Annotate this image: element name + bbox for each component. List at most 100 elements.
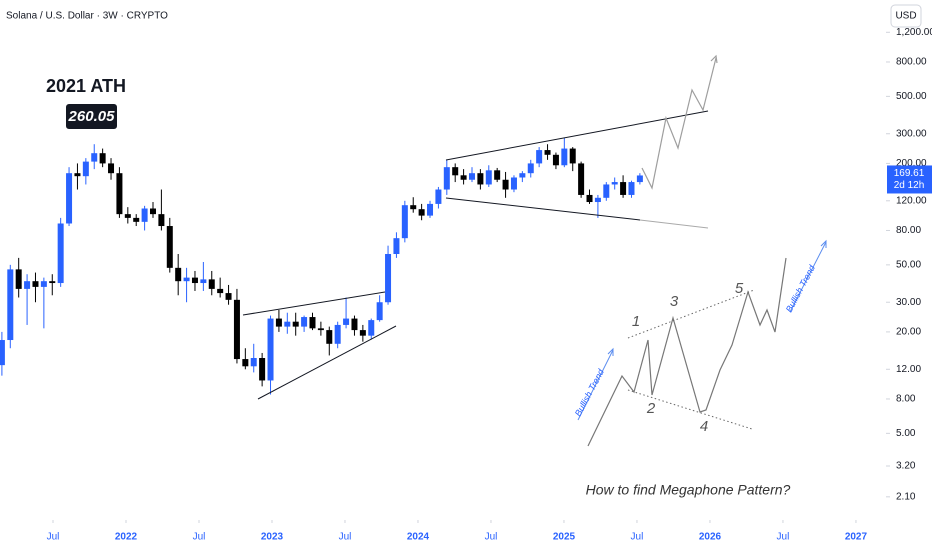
wave-upper (627, 289, 755, 339)
y-tick-label: 50.00 (896, 259, 921, 270)
candle-body (376, 302, 383, 321)
candle-body (578, 163, 585, 195)
ath-value: 260.05 (68, 108, 116, 125)
triangle-lower (257, 325, 397, 400)
candle-body (141, 208, 148, 222)
candle-body (208, 279, 215, 289)
candle-body (82, 161, 89, 177)
currency: USD (895, 11, 916, 22)
y-tick-label: 800.00 (896, 57, 927, 68)
candle-body (334, 324, 341, 344)
candle-body (368, 320, 375, 336)
candle-body (91, 153, 98, 162)
y-tick-label: 20.00 (896, 327, 921, 338)
candle-body (0, 340, 5, 366)
x-tick-label: Jul (339, 532, 352, 543)
x-tick-label: 2022 (115, 532, 138, 543)
candle-body (494, 170, 501, 180)
candle-body (519, 173, 526, 178)
candle-body (317, 328, 324, 331)
currency-box (890, 4, 922, 28)
trend-arrow-left (577, 349, 614, 421)
arrow-head (607, 347, 614, 356)
triangle-upper (242, 291, 386, 316)
candle-body (611, 182, 618, 185)
candle-body (510, 177, 517, 190)
x-tick-label: 2027 (845, 532, 868, 543)
candle-body (301, 317, 308, 327)
candle-body (620, 182, 627, 195)
candle-body (435, 189, 442, 204)
candle-body (603, 184, 610, 198)
y-tick-label: 120.00 (896, 195, 927, 206)
price-axis (886, 0, 932, 520)
candle-body (561, 148, 568, 166)
candle-body (124, 214, 131, 218)
candle-body (133, 217, 140, 222)
candle-body (7, 269, 14, 341)
candle-body (200, 279, 207, 284)
x-tick-label: Jul (631, 532, 644, 543)
ath-label: 2021 ATH (46, 76, 126, 96)
candle-body (460, 175, 467, 180)
wave-label: 4 (700, 418, 708, 435)
caption: How to find Megaphone Pattern? (586, 482, 791, 498)
candle-body (267, 318, 274, 381)
y-tick-label: 12.00 (896, 364, 921, 375)
wave-label: 2 (646, 400, 656, 417)
candle-body (66, 173, 73, 224)
candle-body (527, 163, 534, 174)
candle-body (636, 175, 643, 183)
drawings (242, 54, 827, 447)
trend-arrow-right (789, 241, 827, 313)
x-tick-label: 2026 (699, 532, 722, 543)
candle-body (166, 226, 173, 268)
candle-body (15, 269, 22, 289)
y-tick-label: 500.00 (896, 91, 927, 102)
countdown: 2d 12h (894, 180, 925, 191)
wave-label: 5 (735, 280, 744, 297)
candles (0, 137, 643, 395)
last-price-box (887, 165, 932, 194)
x-tick-label: 2023 (261, 532, 284, 543)
candle-body (594, 197, 601, 203)
candle-body (401, 205, 408, 239)
candle-body (175, 267, 182, 282)
candle-body (326, 330, 333, 344)
candle-body (385, 253, 392, 303)
y-tick-label: 30.00 (896, 297, 921, 308)
candle-body (284, 321, 291, 327)
candle-body (452, 167, 459, 176)
candle-body (49, 281, 56, 284)
candle-body (586, 194, 593, 203)
candle-body (351, 318, 358, 331)
y-tick-label: 80.00 (896, 225, 921, 236)
candle-body (410, 205, 417, 210)
candle-body (158, 214, 165, 227)
candle-body (225, 293, 232, 300)
wave-label: 1 (632, 313, 640, 330)
projection-arrow (710, 54, 718, 64)
candle-body (485, 170, 492, 185)
candle-body (502, 179, 509, 190)
candle-body (99, 153, 106, 164)
x-tick-label: 2024 (407, 532, 430, 543)
candle-body (343, 318, 350, 325)
candle-body (292, 321, 299, 327)
y-tick-label: 200.00 (896, 158, 927, 169)
chart-title: Solana / U.S. Dollar · 3W · CRYPTO (6, 11, 168, 22)
ath-box (66, 104, 117, 129)
last-price: 169.61 (894, 168, 925, 179)
wave-label: 3 (670, 293, 679, 310)
x-tick-label: 2025 (553, 532, 576, 543)
candle-body (427, 203, 434, 216)
candle-body (57, 223, 64, 284)
x-tick-label: Jul (777, 532, 790, 543)
candle-body (552, 154, 559, 166)
candle-body (569, 148, 576, 164)
arrow-head (820, 239, 827, 248)
y-tick-label: 5.00 (896, 428, 916, 439)
candle-body (359, 330, 366, 336)
